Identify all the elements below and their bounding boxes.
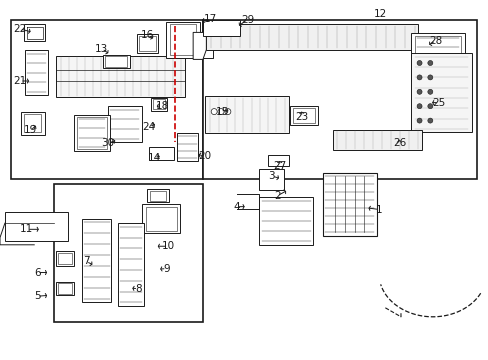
Text: 2: 2 [273, 191, 280, 201]
Text: 16: 16 [141, 30, 154, 40]
Bar [170, 24, 195, 55]
Bar [410, 33, 464, 81]
Text: 6: 6 [34, 267, 41, 278]
Circle shape [416, 89, 421, 94]
Text: 18: 18 [155, 101, 169, 111]
Bar [25, 50, 48, 95]
Bar [139, 36, 155, 51]
Text: 12: 12 [373, 9, 387, 19]
Bar [5, 212, 68, 241]
Text: 9: 9 [163, 264, 170, 274]
Bar [410, 53, 471, 132]
Circle shape [224, 109, 230, 114]
Bar [293, 108, 314, 123]
Bar [145, 207, 177, 231]
Bar [56, 282, 74, 295]
Bar [290, 106, 317, 125]
Bar [259, 169, 283, 190]
Bar [54, 184, 203, 322]
Circle shape [416, 60, 421, 66]
Circle shape [427, 104, 432, 109]
Bar [107, 106, 142, 142]
Bar [56, 251, 74, 266]
Text: 27: 27 [272, 161, 286, 171]
Text: 26: 26 [392, 138, 406, 148]
Circle shape [427, 75, 432, 80]
Text: 14: 14 [147, 153, 161, 163]
Bar [205, 96, 288, 133]
Bar [203, 20, 476, 179]
Bar [102, 55, 129, 68]
Text: 23: 23 [294, 112, 308, 122]
Bar [24, 24, 45, 41]
Text: 28: 28 [428, 36, 442, 46]
Bar [77, 117, 106, 149]
Bar [267, 155, 289, 166]
Bar [105, 56, 127, 67]
Circle shape [427, 60, 432, 66]
Bar [259, 197, 312, 245]
Text: 25: 25 [431, 98, 445, 108]
Bar [166, 22, 199, 58]
Bar [137, 34, 158, 53]
Text: 4: 4 [233, 202, 240, 212]
Bar [206, 24, 417, 50]
Circle shape [427, 118, 432, 123]
Bar [322, 173, 376, 236]
Circle shape [416, 118, 421, 123]
Text: 19: 19 [23, 125, 37, 135]
Text: 17: 17 [203, 14, 217, 24]
Text: 7: 7 [82, 256, 89, 266]
Bar [82, 219, 111, 302]
Bar [58, 283, 72, 294]
Bar [74, 115, 110, 151]
Bar [177, 133, 198, 161]
Bar [20, 112, 45, 135]
Circle shape [416, 104, 421, 109]
Bar [149, 147, 173, 160]
Text: 29: 29 [240, 15, 254, 25]
Bar [152, 99, 165, 109]
Polygon shape [193, 26, 206, 59]
Bar [56, 56, 184, 97]
Text: 13: 13 [95, 44, 108, 54]
Text: 30: 30 [102, 138, 114, 148]
Bar [149, 191, 166, 201]
Text: 20: 20 [198, 151, 210, 161]
Circle shape [427, 89, 432, 94]
Bar [11, 20, 203, 179]
Text: 15: 15 [215, 107, 229, 117]
Bar [203, 20, 239, 36]
Circle shape [416, 75, 421, 80]
Text: 11: 11 [20, 224, 34, 234]
Text: 22: 22 [13, 24, 26, 34]
Text: 5: 5 [34, 291, 41, 301]
Text: 8: 8 [135, 284, 142, 294]
Bar [146, 189, 168, 202]
Circle shape [218, 109, 224, 114]
Text: 24: 24 [142, 122, 156, 132]
Bar [24, 114, 41, 132]
Bar [58, 253, 72, 264]
Text: 1: 1 [375, 204, 382, 215]
Circle shape [211, 109, 217, 114]
Bar [118, 223, 144, 306]
Text: 10: 10 [162, 241, 174, 251]
Bar [414, 36, 460, 78]
Text: 3: 3 [268, 171, 275, 181]
Bar [332, 130, 421, 150]
Bar [142, 204, 180, 233]
Bar [150, 98, 167, 111]
Text: 21: 21 [13, 76, 27, 86]
